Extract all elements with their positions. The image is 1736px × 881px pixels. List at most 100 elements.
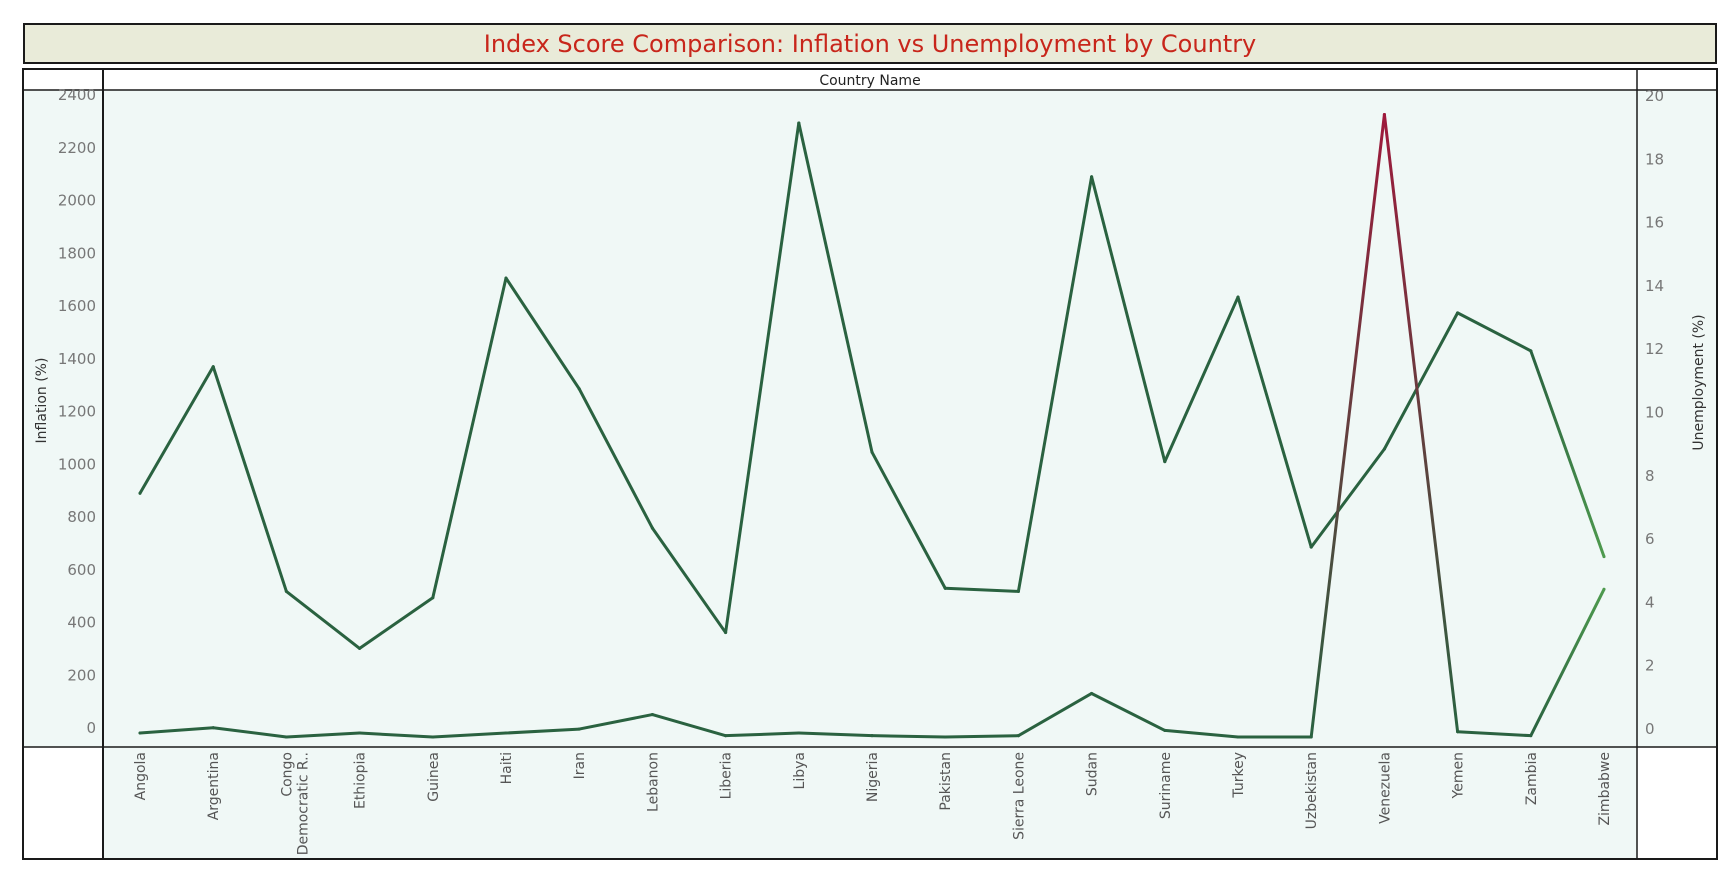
left-tick-label: 1200 [58, 403, 96, 421]
unemployment-line-segment [1163, 295, 1240, 464]
inflation-line-segment [1163, 728, 1240, 739]
inflation-line-segment [1529, 587, 1606, 738]
unemployment-line-segment [211, 365, 288, 593]
category-label: Suriname [1158, 752, 1174, 819]
inflation-line-point [138, 731, 142, 735]
right-axis-title: Unemployment (%) [1691, 314, 1707, 450]
left-tick-label: 600 [67, 561, 96, 579]
unemployment-line-point [870, 450, 874, 454]
unemployment-line-segment [650, 526, 728, 635]
unemployment-line-point [138, 491, 142, 495]
category-label: Angola [133, 752, 149, 800]
right-tick-label: 20 [1645, 87, 1664, 105]
inflation-line-point [504, 731, 508, 735]
unemployment-line-point [504, 276, 508, 280]
inflation-line-point [1602, 587, 1606, 591]
right-tick-label: 0 [1645, 720, 1655, 738]
inflation-line-point [1090, 691, 1094, 695]
header-label: Country Name [819, 73, 920, 89]
unemployment-line-segment [1016, 175, 1094, 593]
left-tick-label: 200 [67, 666, 96, 684]
unemployment-line-point [797, 121, 801, 125]
unemployment-line-segment [1382, 311, 1460, 451]
right-tick-label: 12 [1645, 340, 1664, 358]
inflation-line-point [797, 731, 801, 735]
category-label: Guinea [426, 752, 442, 802]
unemployment-line-point [1090, 175, 1094, 179]
unemployment-line-segment [943, 586, 1020, 593]
unemployment-line-point [1456, 311, 1460, 315]
inflation-line-segment [1382, 113, 1460, 734]
inflation-line-segment [1456, 730, 1533, 738]
inflation-line-point [943, 735, 947, 739]
inflation-line-segment [1309, 113, 1386, 739]
unemployment-line-point [1016, 589, 1020, 593]
unemployment-line-segment [1309, 447, 1386, 549]
chart-frame [22, 68, 1718, 860]
inflation-line-point [431, 735, 435, 739]
unemployment-line-segment [284, 589, 362, 650]
inflation-line-point [650, 713, 654, 717]
unemployment-line-point [943, 586, 947, 590]
unemployment-line-segment [1456, 311, 1533, 353]
unemployment-line-segment [577, 387, 654, 530]
inflation-line-segment [577, 713, 654, 731]
left-tick-label: 2000 [58, 192, 96, 210]
left-tick-label: 2400 [58, 86, 96, 104]
left-tick-label: 1400 [58, 350, 96, 368]
inflation-line-point [1382, 113, 1386, 117]
inflation-line-point [1163, 728, 1167, 732]
unemployment-line-point [1382, 447, 1386, 451]
category-label: Liberia [719, 752, 735, 799]
left-tick-label: 2200 [58, 139, 96, 157]
inflation-line-point [1309, 735, 1313, 739]
inflation-line-point [284, 735, 288, 739]
category-label: Uzbekistan [1304, 752, 1320, 829]
inflation-line-point [211, 726, 215, 730]
inflation-line-segment [138, 726, 215, 735]
inflation-line-point [724, 734, 728, 738]
category-label: Sierra Leone [1011, 752, 1027, 840]
category-label: Lebanon [645, 752, 661, 812]
unemployment-line-segment [504, 276, 581, 391]
category-label: Nigeria [865, 752, 881, 802]
inflation-line-segment [650, 713, 728, 738]
category-label: Iran [572, 752, 588, 779]
left-tick-label: 400 [67, 614, 96, 632]
right-tick-label: 6 [1645, 530, 1655, 548]
right-tick-label: 16 [1645, 214, 1664, 232]
inflation-line-segment [211, 726, 288, 739]
right-axis-background [1637, 90, 1717, 747]
inflation-line-point [577, 727, 581, 731]
chart-title-bar: Index Score Comparison: Inflation vs Une… [23, 23, 1717, 64]
inflation-line-point [358, 731, 362, 735]
inflation-line-point [1016, 734, 1020, 738]
unemployment-line-segment [797, 121, 874, 454]
left-tick-label: 1600 [58, 297, 96, 315]
category-label: Turkey [1231, 752, 1247, 799]
unemployment-line-point [284, 589, 288, 593]
inflation-line-segment [431, 731, 508, 739]
unemployment-line-segment [1236, 295, 1313, 549]
inflation-line-point [1529, 734, 1533, 738]
right-tick-label: 8 [1645, 467, 1655, 485]
inflation-line-segment [797, 731, 874, 738]
left-axis-title: Inflation (%) [34, 358, 50, 444]
category-label: Haiti [499, 752, 515, 784]
inflation-line-segment [358, 731, 435, 739]
unemployment-line-point [211, 365, 215, 369]
category-label: Zambia [1524, 752, 1540, 805]
category-label: Yemen [1451, 752, 1467, 799]
inflation-line-point [1236, 735, 1240, 739]
right-tick-label: 2 [1645, 657, 1655, 675]
category-label: Zimbabwe [1597, 752, 1613, 826]
inflation-line-segment [943, 734, 1020, 739]
category-label: Pakistan [938, 752, 954, 811]
inflation-line-segment [504, 727, 581, 735]
unemployment-line-point [431, 596, 435, 600]
category-label: Congo [279, 752, 295, 797]
chart-title: Index Score Comparison: Inflation vs Une… [483, 29, 1257, 58]
unemployment-line-point [1163, 460, 1167, 464]
unemployment-line-point [1236, 295, 1240, 299]
